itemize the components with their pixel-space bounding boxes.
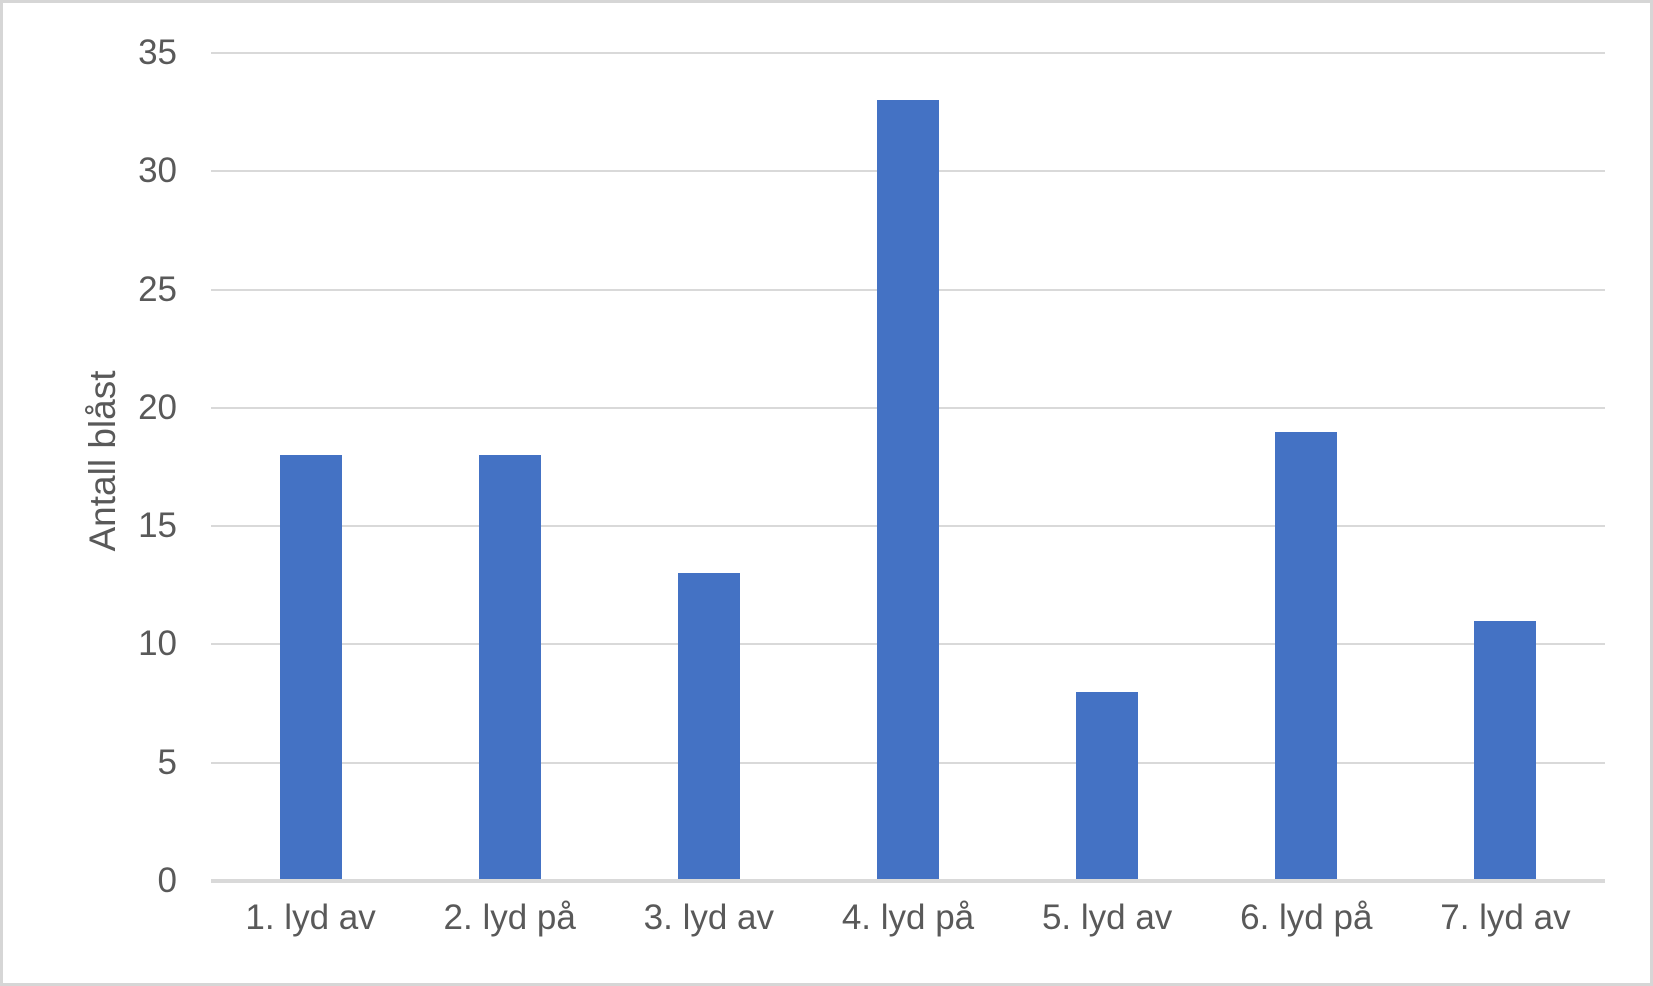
y-tick-label: 5: [157, 742, 177, 782]
bar: [1076, 691, 1139, 881]
bar: [677, 573, 740, 881]
y-tick-label: 10: [138, 624, 177, 664]
y-tick-label: 15: [138, 506, 177, 546]
y-tick-label: 30: [138, 151, 177, 191]
x-category-label: 1. lyd av: [245, 898, 376, 937]
y-tick-label: 25: [138, 269, 177, 309]
y-tick-label: 0: [157, 861, 177, 900]
plot-area: [211, 52, 1605, 883]
x-category-label: 6. lyd på: [1240, 898, 1373, 937]
bar: [478, 455, 541, 881]
gridline: [211, 52, 1605, 54]
x-category-label: 4. lyd på: [841, 898, 975, 937]
bar: [1275, 431, 1338, 881]
y-tick-label: 35: [138, 33, 177, 72]
bar: [279, 455, 342, 881]
y-tick-label: 20: [138, 387, 177, 427]
x-category-label: 7. lyd av: [1440, 898, 1571, 937]
bar: [1474, 620, 1537, 881]
x-axis-line: [211, 879, 1605, 883]
x-category-label: 5. lyd av: [1041, 898, 1173, 937]
y-axis-title: Antall blåst: [82, 370, 123, 552]
bar: [877, 100, 939, 881]
x-category-label: 3. lyd av: [643, 898, 775, 937]
x-category-label: 2. lyd på: [443, 898, 576, 937]
